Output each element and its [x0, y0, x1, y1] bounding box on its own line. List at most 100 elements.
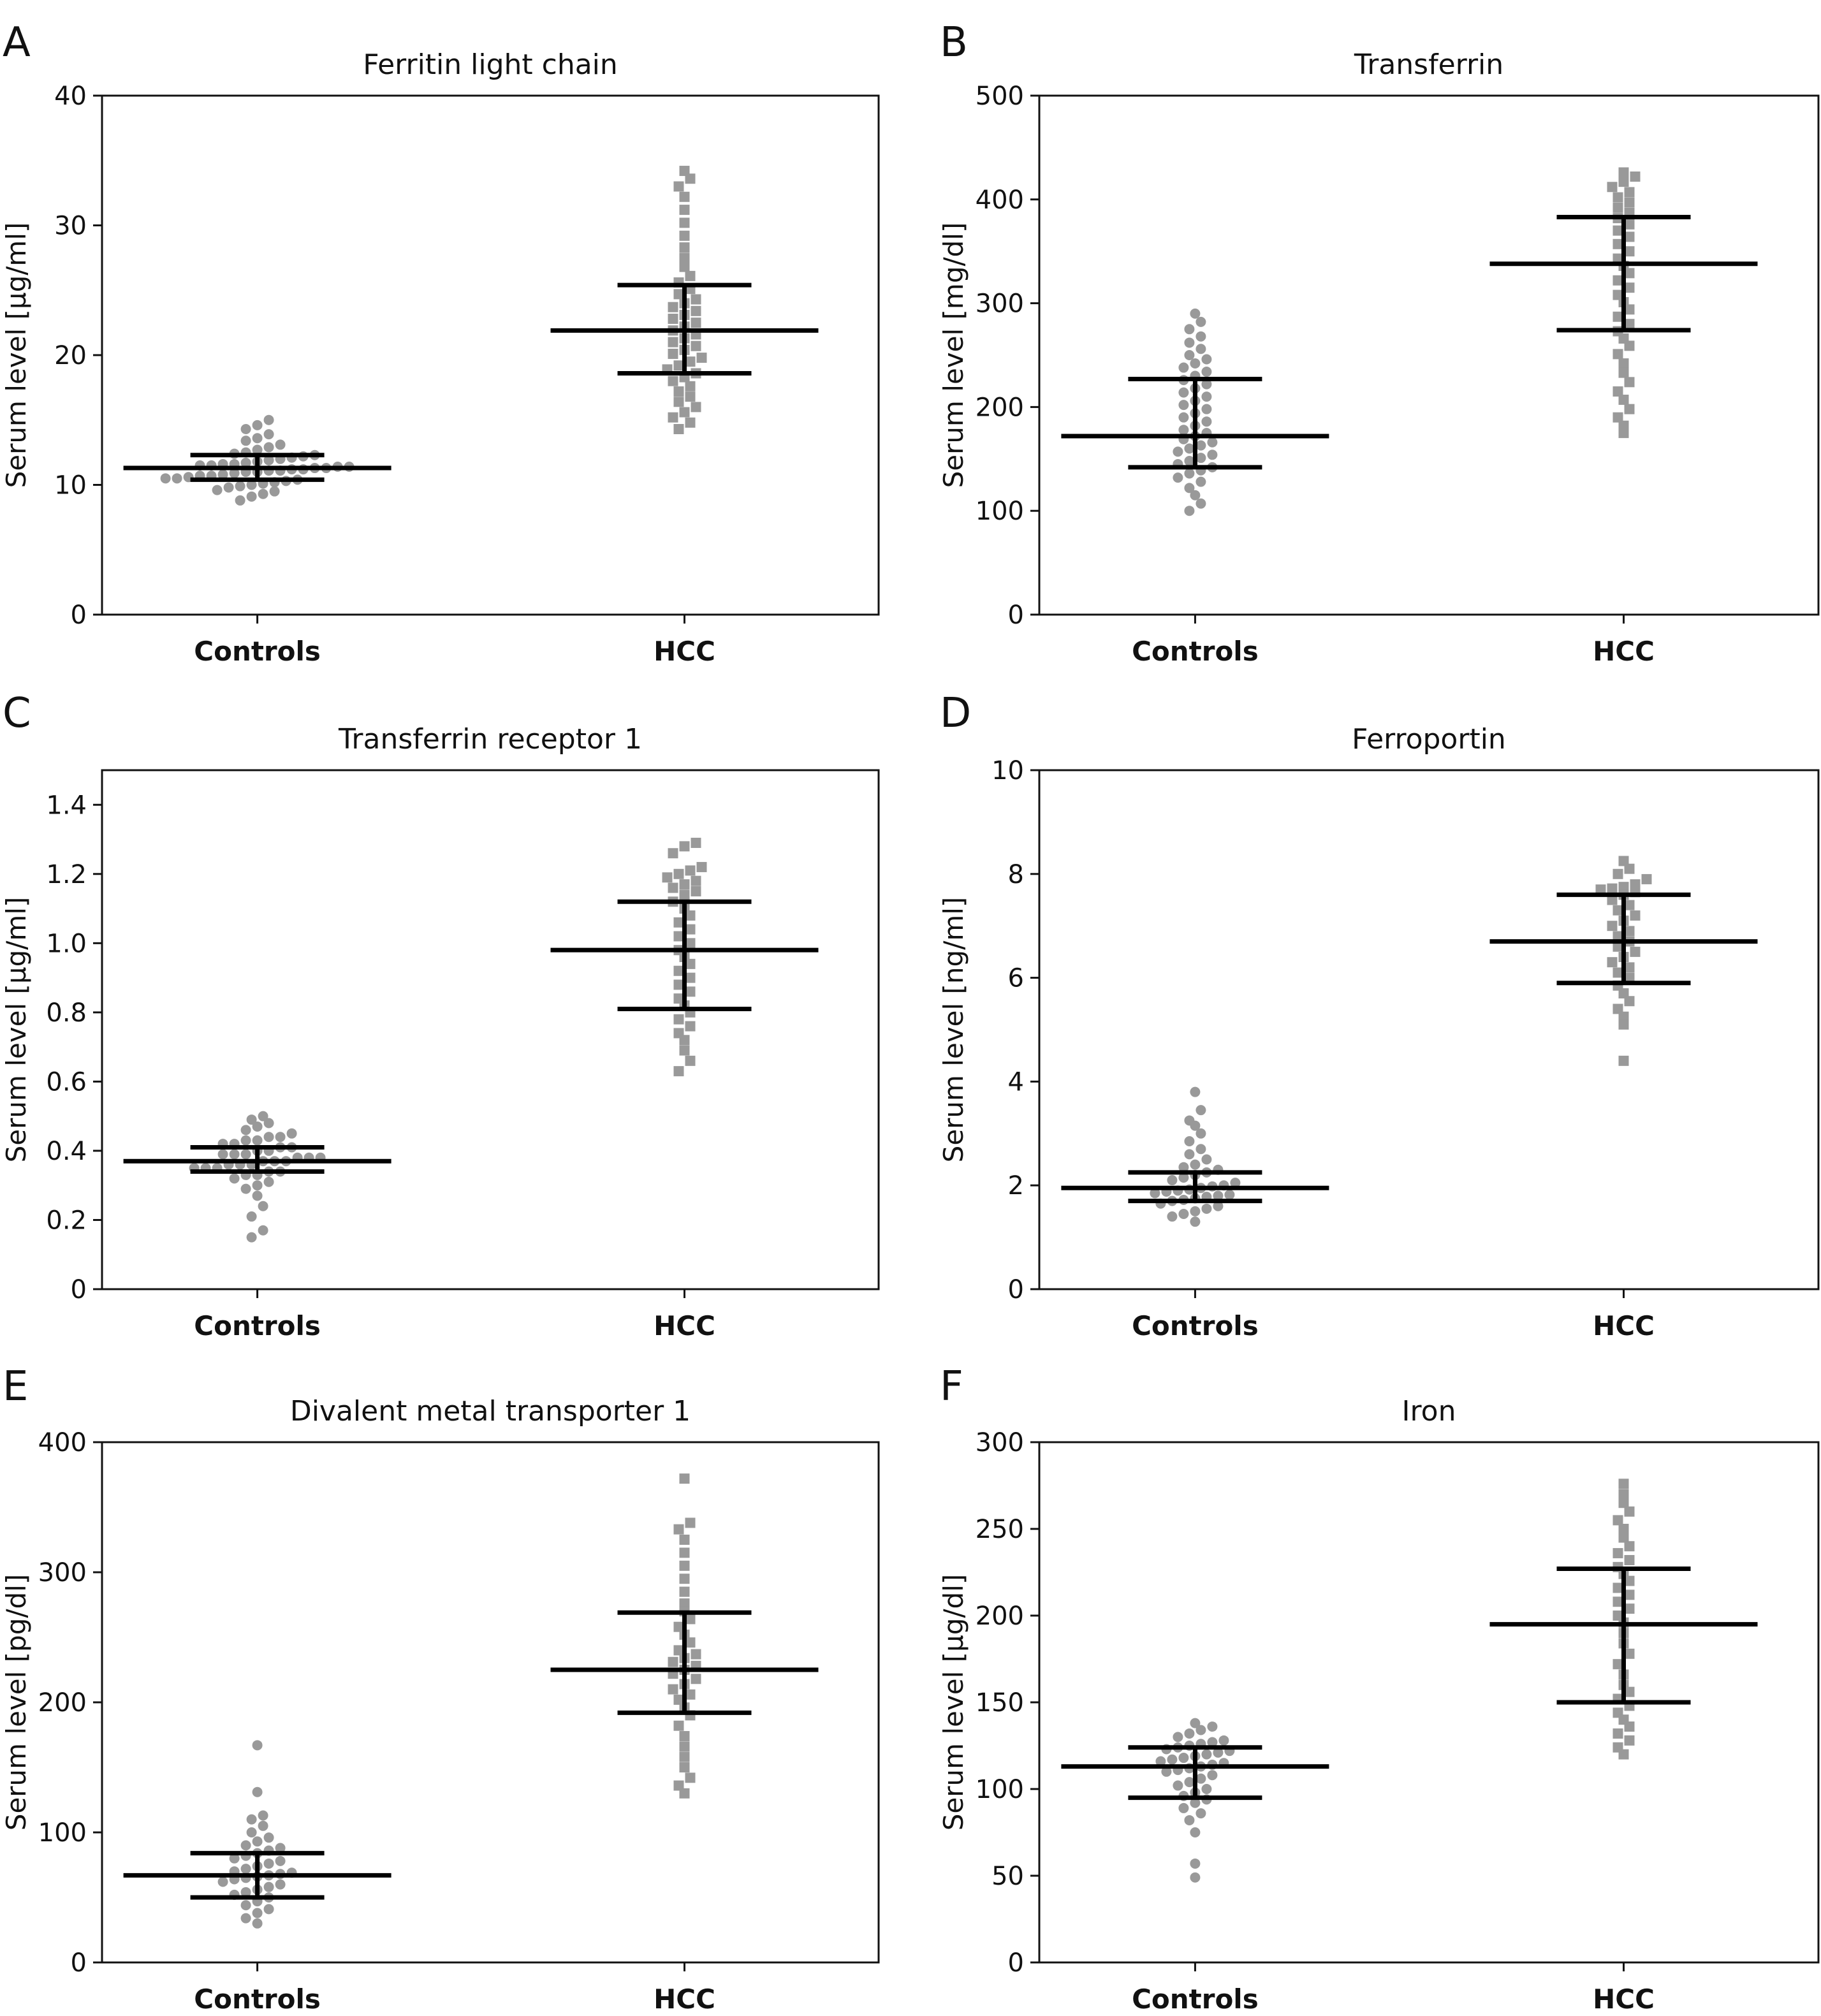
- data-point: [1630, 946, 1641, 957]
- data-point: [1190, 1797, 1201, 1808]
- data-point: [1613, 275, 1623, 286]
- data-point: [263, 1832, 274, 1843]
- data-point: [1613, 905, 1623, 916]
- data-point: [252, 433, 263, 444]
- x-category-label: HCC: [1593, 636, 1655, 667]
- data-point: [1190, 1206, 1201, 1216]
- panel-letter: E: [3, 1363, 28, 1410]
- panel-letter: B: [940, 19, 968, 66]
- data-point: [240, 435, 251, 446]
- data-point: [1190, 1120, 1201, 1131]
- y-axis-label: Serum level [pg/dl]: [1, 1574, 32, 1830]
- data-point: [673, 397, 684, 407]
- data-point: [668, 302, 678, 312]
- chart-title: Divalent metal transporter 1: [290, 1395, 691, 1428]
- data-point: [673, 386, 684, 397]
- data-point: [275, 439, 286, 450]
- data-point: [685, 1689, 696, 1700]
- panel-f: F Iron 0 50 100 150 200 250 300 Serum level [μg/d…: [938, 1363, 1820, 2015]
- data-point: [246, 1114, 257, 1125]
- data-point: [679, 1535, 690, 1545]
- data-point: [1624, 1735, 1635, 1746]
- data-point: [160, 473, 171, 484]
- data-point: [691, 402, 701, 413]
- panel-a: A Ferritin light chain 0 10 20 30 40 Serum leve…: [1, 19, 880, 667]
- data-point: [217, 1149, 228, 1160]
- data-point: [1613, 1659, 1623, 1670]
- data-point: [679, 1586, 690, 1597]
- data-point: [1196, 1105, 1206, 1116]
- data-point: [1178, 1172, 1189, 1183]
- data-point: [685, 924, 696, 935]
- data-point: [1196, 476, 1206, 487]
- data-point: [673, 360, 684, 371]
- data-point: [1624, 1541, 1635, 1552]
- data-point: [679, 217, 690, 228]
- data-point: [685, 1772, 696, 1783]
- data-point: [1167, 1211, 1178, 1222]
- data-point: [691, 1649, 701, 1660]
- y-tick-label: 0: [1008, 601, 1024, 630]
- data-point: [1613, 1582, 1623, 1593]
- data-point: [1618, 988, 1629, 999]
- data-point: [673, 1645, 684, 1656]
- data-point: [263, 414, 274, 425]
- data-point: [1201, 1784, 1212, 1794]
- data-point: [1207, 449, 1218, 460]
- data-point: [246, 1232, 257, 1243]
- data-point: [275, 1132, 286, 1143]
- data-point: [691, 294, 701, 305]
- data-point: [1613, 192, 1623, 203]
- data-point: [258, 1201, 268, 1211]
- data-point: [1624, 1589, 1635, 1600]
- data-point: [679, 252, 690, 263]
- panel-letter: A: [3, 19, 31, 66]
- data-point: [685, 972, 696, 983]
- data-point: [1155, 1756, 1166, 1767]
- y-tick-label: 2: [1008, 1171, 1024, 1201]
- data-point: [1196, 440, 1206, 451]
- panel-b: B Transferrin 0 100 200 300 400 500 Serum level …: [938, 19, 1820, 667]
- data-point: [1613, 1004, 1623, 1014]
- data-point: [1618, 358, 1629, 369]
- data-point: [1613, 1548, 1623, 1559]
- data-point: [1178, 1753, 1189, 1764]
- data-point: [1618, 1055, 1629, 1066]
- data-point: [1201, 1749, 1212, 1760]
- data-point: [1207, 437, 1218, 448]
- y-tick-label: 150: [976, 1688, 1024, 1718]
- data-point: [691, 340, 701, 351]
- data-point: [229, 1853, 240, 1864]
- axes-frame: [101, 769, 880, 1290]
- data-point: [252, 1190, 263, 1201]
- data-point: [1201, 391, 1212, 402]
- data-point: [673, 917, 684, 928]
- x-category-label: Controls: [1132, 636, 1259, 667]
- data-point: [1178, 362, 1189, 373]
- data-point: [1190, 358, 1201, 369]
- data-point: [668, 376, 678, 386]
- y-tick-label: 0: [71, 601, 87, 630]
- data-point: [246, 1827, 257, 1837]
- data-point: [212, 485, 223, 495]
- data-point: [1218, 1735, 1229, 1746]
- data-point: [673, 1014, 684, 1025]
- data-point: [246, 1211, 257, 1222]
- data-point: [679, 1598, 690, 1609]
- data-point: [1595, 884, 1606, 895]
- data-point: [668, 882, 678, 893]
- data-point: [673, 289, 684, 300]
- data-point: [1190, 1086, 1201, 1097]
- data-point: [679, 1751, 690, 1762]
- data-point: [679, 191, 690, 202]
- data-point: [252, 420, 263, 430]
- data-point: [673, 1621, 684, 1632]
- data-point: [679, 1035, 690, 1046]
- data-point: [1624, 231, 1635, 242]
- data-point: [673, 931, 684, 942]
- data-point: [1624, 197, 1635, 208]
- data-point: [668, 1684, 678, 1695]
- data-point: [1624, 268, 1635, 279]
- data-point: [269, 486, 280, 497]
- data-point: [1607, 957, 1618, 968]
